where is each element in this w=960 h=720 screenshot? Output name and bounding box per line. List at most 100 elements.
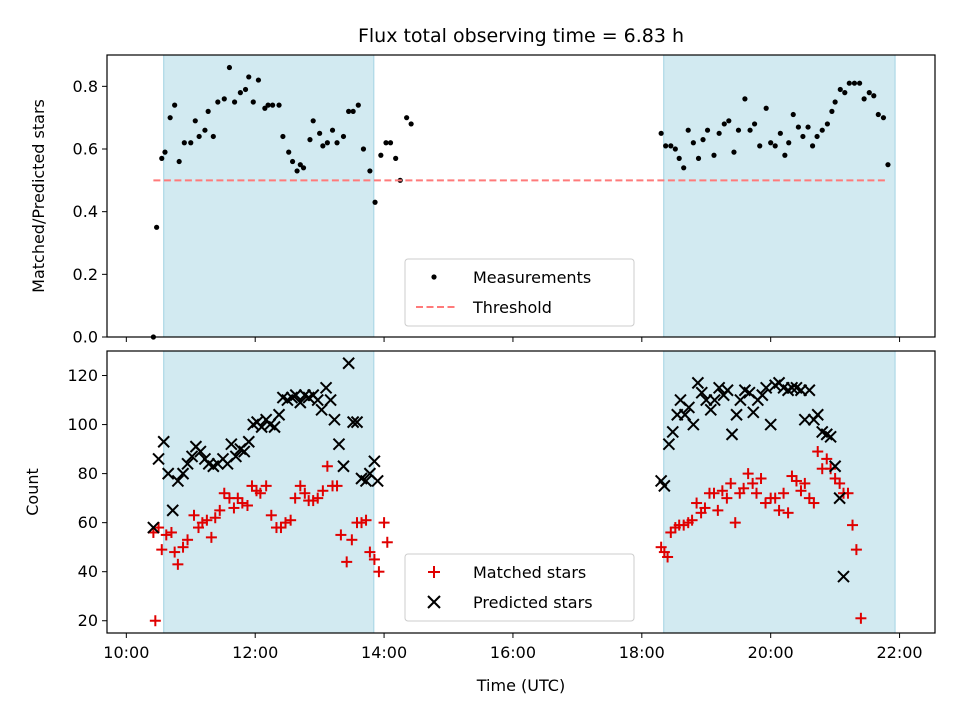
matched-stars-point xyxy=(812,446,824,458)
x-stroke xyxy=(152,452,165,466)
matched-stars-point xyxy=(228,502,240,514)
x-stroke xyxy=(315,403,328,417)
predicted-stars-point xyxy=(185,450,199,463)
x-stroke xyxy=(202,457,216,471)
predicted-stars-point xyxy=(147,521,160,534)
measurements-point xyxy=(360,146,367,152)
measurements-point xyxy=(880,115,887,121)
measurements-point xyxy=(690,140,696,146)
predicted-stars-point xyxy=(678,408,692,421)
measurements-point xyxy=(378,152,384,158)
measurements-point xyxy=(663,143,669,149)
x-stroke xyxy=(682,401,696,414)
measurements-point xyxy=(800,133,806,140)
matched-stars-point xyxy=(317,485,329,497)
observing-window xyxy=(663,55,896,337)
predicted-stars-point xyxy=(704,403,717,417)
x-stroke xyxy=(311,393,324,407)
measurements-point xyxy=(307,137,313,143)
x-stroke xyxy=(687,418,700,431)
predicted-stars-point xyxy=(824,430,837,444)
y-tick-label: 0.0 xyxy=(73,328,98,347)
x-stroke xyxy=(294,396,307,409)
x-stroke xyxy=(147,521,160,534)
matched-stars-point xyxy=(214,504,226,516)
matched-stars-point xyxy=(201,514,213,526)
predicted-stars-point xyxy=(682,401,696,414)
matched-stars-point xyxy=(188,509,200,521)
top-y-axis-label: Matched/Predicted stars xyxy=(29,99,48,293)
x-stroke xyxy=(721,384,734,397)
measurements-point xyxy=(829,108,835,114)
measurements-point xyxy=(846,80,852,86)
measurements-point xyxy=(167,115,173,121)
x-tick-label: 20:00 xyxy=(748,643,794,662)
predicted-stars-point xyxy=(721,384,734,397)
x-stroke xyxy=(194,445,207,458)
x-stroke xyxy=(181,457,194,471)
predicted-stars-point xyxy=(691,376,705,390)
observing-window xyxy=(163,351,374,633)
x-stroke xyxy=(828,460,842,473)
matched-stars-point xyxy=(381,536,393,548)
x-stroke xyxy=(272,408,286,421)
predicted-stars-point xyxy=(194,445,207,458)
matched-stars-point xyxy=(790,475,802,487)
predicted-stars-point xyxy=(734,393,747,407)
x-stroke xyxy=(803,384,816,397)
predicted-stars-point xyxy=(272,408,286,421)
measurements-point xyxy=(280,133,286,140)
matched-stars-point xyxy=(160,529,172,541)
bottom-y-axis: 20 40 60 80 100 120 xyxy=(67,366,107,630)
measurements-point xyxy=(226,64,233,71)
predicted-stars-point xyxy=(342,357,355,370)
measurements-point xyxy=(270,102,276,108)
measurements-point xyxy=(408,121,414,127)
measurements-point xyxy=(751,121,758,127)
matched-stars-point xyxy=(289,492,301,504)
matched-stars-point xyxy=(254,487,266,499)
measurements-point xyxy=(676,155,682,161)
predicted-stars-point xyxy=(730,408,743,421)
matched-stars-point xyxy=(686,514,698,526)
matched-stars-point xyxy=(279,517,291,529)
matched-stars-point xyxy=(712,504,724,516)
matched-stars-point xyxy=(169,546,181,558)
predicted-stars-point xyxy=(166,504,179,517)
measurements-point xyxy=(172,102,178,108)
predicted-stars-point xyxy=(666,425,679,439)
measurements-point xyxy=(320,143,326,149)
matched-stars-point xyxy=(236,497,248,509)
x-stroke xyxy=(678,408,692,421)
matched-stars-point xyxy=(699,502,711,514)
measurements-point xyxy=(832,99,838,105)
x-stroke xyxy=(662,437,676,451)
predicted-stars-point xyxy=(162,467,175,480)
x-stroke xyxy=(238,445,251,458)
measurements-point xyxy=(355,102,361,108)
x-stroke xyxy=(756,388,769,402)
x-stroke xyxy=(337,460,350,473)
y-tick-label: 0.6 xyxy=(73,140,98,159)
predicted-stars-point xyxy=(359,474,373,488)
y-tick-label: 40 xyxy=(78,562,98,581)
top-legend: Measurements Threshold xyxy=(404,258,635,327)
matched-stars-point xyxy=(260,480,272,492)
matched-stars-point xyxy=(378,517,390,529)
matched-stars-point xyxy=(346,534,358,546)
measurements-point xyxy=(276,102,282,108)
measurements-point xyxy=(875,111,881,118)
x-stroke xyxy=(734,393,747,407)
matched-stars-point xyxy=(847,519,859,531)
y-tick-label: 0.2 xyxy=(73,265,98,284)
measurements-point xyxy=(824,121,830,127)
x-stroke xyxy=(743,386,756,399)
legend-matched-label: Matched stars xyxy=(473,563,586,582)
measurements-point xyxy=(685,127,691,133)
matched-stars-point xyxy=(364,546,376,558)
measurements-point xyxy=(294,168,300,174)
matched-stars-point xyxy=(834,477,846,489)
top-x-ticks xyxy=(125,337,901,342)
measurements-point xyxy=(159,155,165,161)
observing-window-shading xyxy=(163,55,896,337)
